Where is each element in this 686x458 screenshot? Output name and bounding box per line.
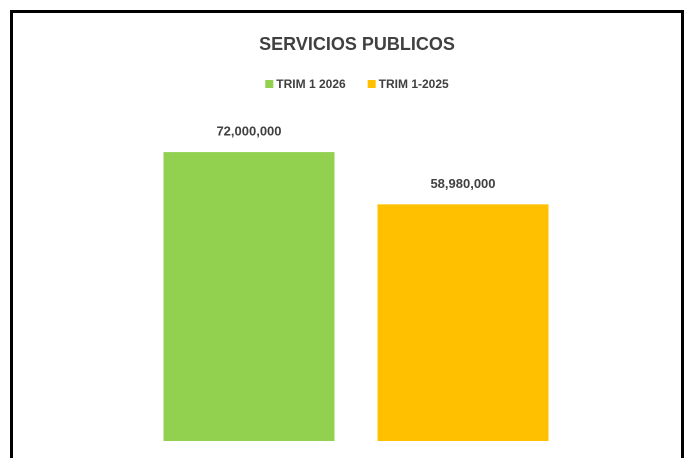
bar <box>377 204 549 441</box>
bar <box>163 152 335 441</box>
data-label: 58,980,000 <box>430 176 495 191</box>
chart-title: SERVICIOS PUBLICOS <box>259 34 455 54</box>
data-label: 72,000,000 <box>216 124 281 139</box>
legend-label: TRIM 1 2026 <box>276 77 346 91</box>
legend-swatch <box>265 80 274 88</box>
legend-swatch <box>367 80 376 88</box>
legend-label: TRIM 1-2025 <box>379 77 449 91</box>
chart-frame <box>10 10 684 458</box>
